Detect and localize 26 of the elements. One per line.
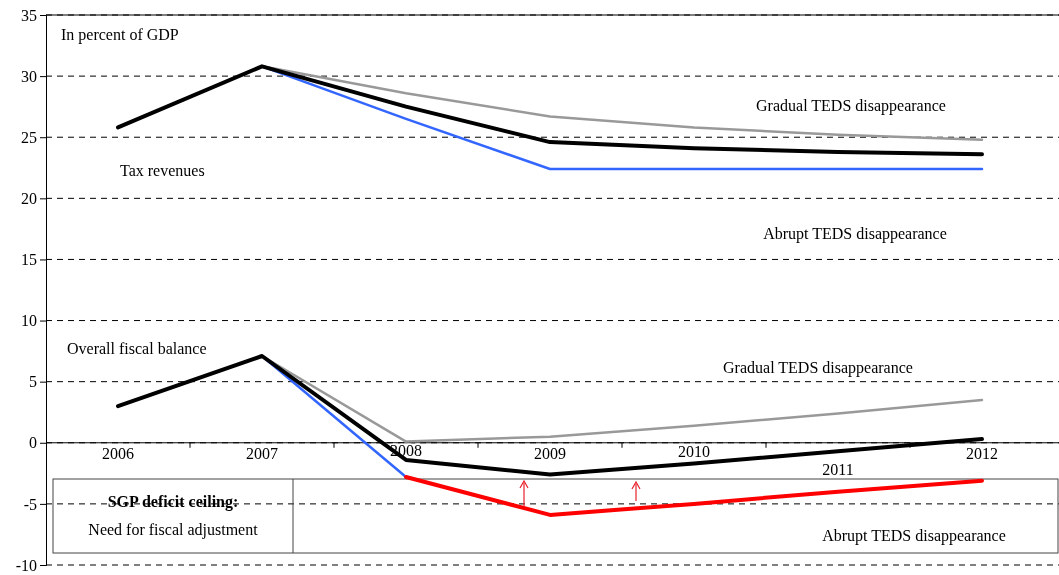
- annotation: Gradual TEDS disappearance: [756, 97, 946, 115]
- y-tick-label: 10: [21, 312, 37, 330]
- annotation: Abrupt TEDS disappearance: [763, 225, 947, 243]
- annotation: SGP deficit ceiling:: [107, 493, 239, 511]
- y-tick-label: -10: [15, 556, 37, 574]
- y-tick-label: -5: [23, 495, 37, 513]
- line-series: [404, 475, 984, 517]
- y-tick-label: 30: [21, 67, 37, 85]
- x-tick-label: 2012: [966, 444, 998, 462]
- annotation: Gradual TEDS disappearance: [723, 359, 913, 377]
- y-tick-label: 20: [21, 189, 37, 207]
- y-tick-label: 25: [21, 128, 37, 146]
- annotation: In percent of GDP: [61, 26, 179, 44]
- annotation: Need for fiscal adjustment: [88, 521, 259, 539]
- y-tick-label: 35: [21, 6, 37, 24]
- annotation: Overall fiscal balance: [67, 340, 207, 357]
- x-tick-label: 2010: [678, 442, 710, 460]
- x-tick-label: 2007: [246, 444, 278, 462]
- y-tick-label: 0: [29, 434, 37, 452]
- x-tick-label: 2011: [822, 460, 854, 478]
- x-tick-label: 2009: [534, 444, 566, 462]
- annotation: Abrupt TEDS disappearance: [822, 527, 1006, 545]
- x-tick-label: 2006: [102, 444, 134, 462]
- y-tick-label: 15: [21, 251, 37, 269]
- y-tick-label: 5: [29, 373, 37, 391]
- annotation: Tax revenues: [120, 162, 205, 179]
